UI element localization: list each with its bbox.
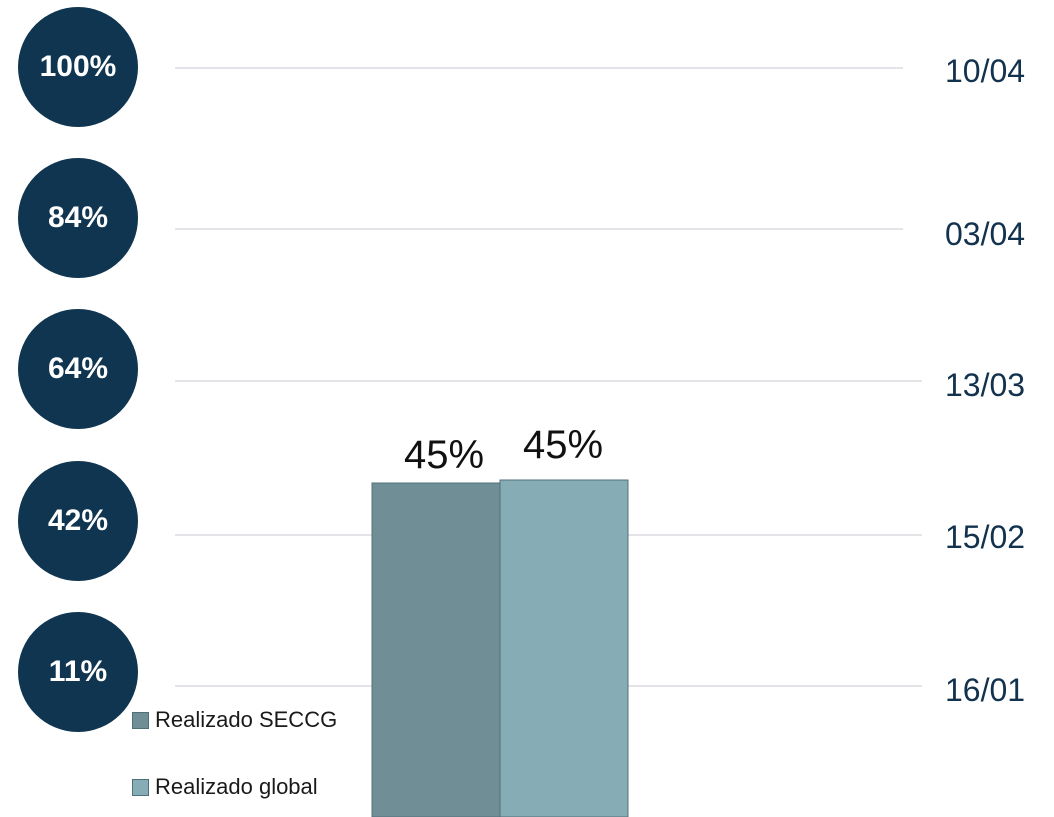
milestone-date-label: 13/03 (945, 367, 1026, 403)
milestone-circle-42: 42% (18, 461, 138, 581)
milestone-date-label: 16/01 (945, 672, 1026, 708)
milestone-circle-11: 11% (18, 612, 138, 732)
bar-global (499, 479, 629, 817)
legend-item-global: Realizado global (132, 774, 318, 800)
bars (371, 479, 629, 817)
data-label-global: 45% (522, 423, 604, 467)
milestone-percent-label: 64% (47, 352, 109, 385)
legend-item-seccg: Realizado SECCG (132, 707, 337, 733)
legend-label: Realizado SECCG (155, 707, 338, 732)
milestone-date-label: 10/04 (945, 53, 1026, 89)
bar-seccg (371, 482, 501, 817)
legend-label: Realizado global (155, 774, 318, 799)
data-label-seccg: 45% (403, 433, 485, 477)
milestone-date-label: 15/02 (945, 519, 1026, 555)
milestone-percent-label: 100% (39, 50, 117, 83)
milestone-circle-100: 100% (18, 7, 138, 127)
milestone-date-label: 03/04 (945, 216, 1026, 252)
milestone-circle-64: 64% (18, 309, 138, 429)
milestone-percent-label: 11% (48, 655, 108, 688)
milestone-circle-84: 84% (18, 158, 138, 278)
legend-swatch-seccg (132, 711, 149, 729)
legend-swatch-global (132, 778, 149, 796)
milestone-percent-label: 42% (47, 504, 109, 537)
milestone-percent-label: 84% (47, 201, 109, 234)
